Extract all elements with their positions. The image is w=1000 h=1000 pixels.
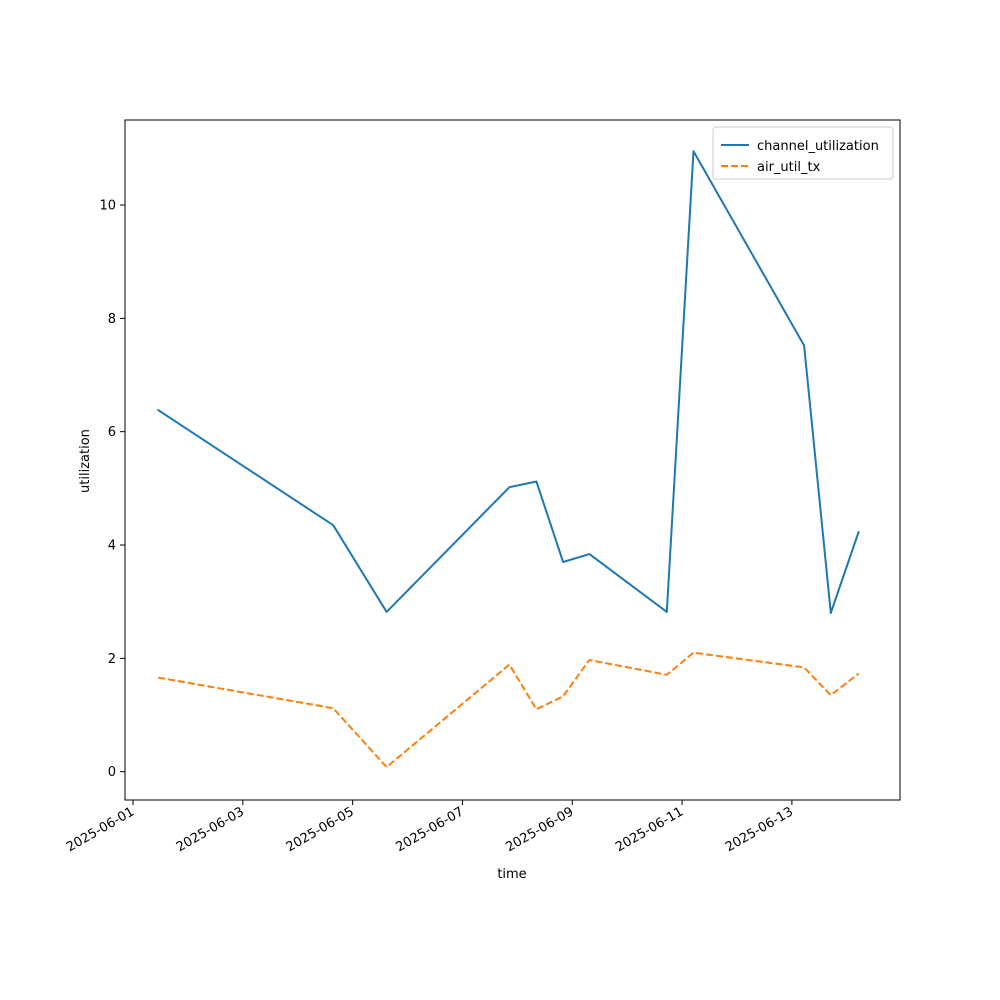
x-tick-label: 2025-06-13 [723, 804, 796, 855]
x-tick-label: 2025-06-11 [613, 804, 686, 855]
legend: channel_utilization air_util_tx [712, 126, 894, 180]
x-tick-label: 2025-06-07 [394, 804, 467, 855]
y-tick-label: 8 [108, 312, 116, 327]
y-tick-label: 0 [108, 765, 116, 780]
y-tick-label: 6 [108, 425, 116, 440]
y-tick-label: 10 [99, 199, 116, 214]
plot-area [125, 120, 900, 800]
x-tick-label: 2025-06-09 [503, 804, 576, 855]
legend-box [712, 126, 894, 180]
x-tick-label: 2025-06-03 [174, 804, 247, 855]
y-tick-label: 2 [108, 652, 116, 667]
series-line-air-util-tx [158, 651, 860, 769]
series-line-channel-utilization [157, 150, 860, 614]
x-tick-label: 2025-06-05 [284, 804, 357, 855]
y-axis-label: utilization [78, 429, 93, 493]
legend-label-air-util-tx: air_util_tx [757, 160, 821, 175]
legend-label-channel-utilization: channel_utilization [757, 139, 879, 154]
x-axis-label: time [497, 867, 526, 882]
x-axis: 2025-06-01 2025-06-03 2025-06-05 2025-06-07… [64, 800, 796, 855]
series-layer [157, 150, 860, 769]
plot-frame [124, 119, 901, 801]
x-tick-label: 2025-06-01 [64, 804, 137, 855]
y-axis: 0 2 4 6 8 10 [99, 199, 125, 780]
y-tick-label: 4 [108, 539, 116, 554]
